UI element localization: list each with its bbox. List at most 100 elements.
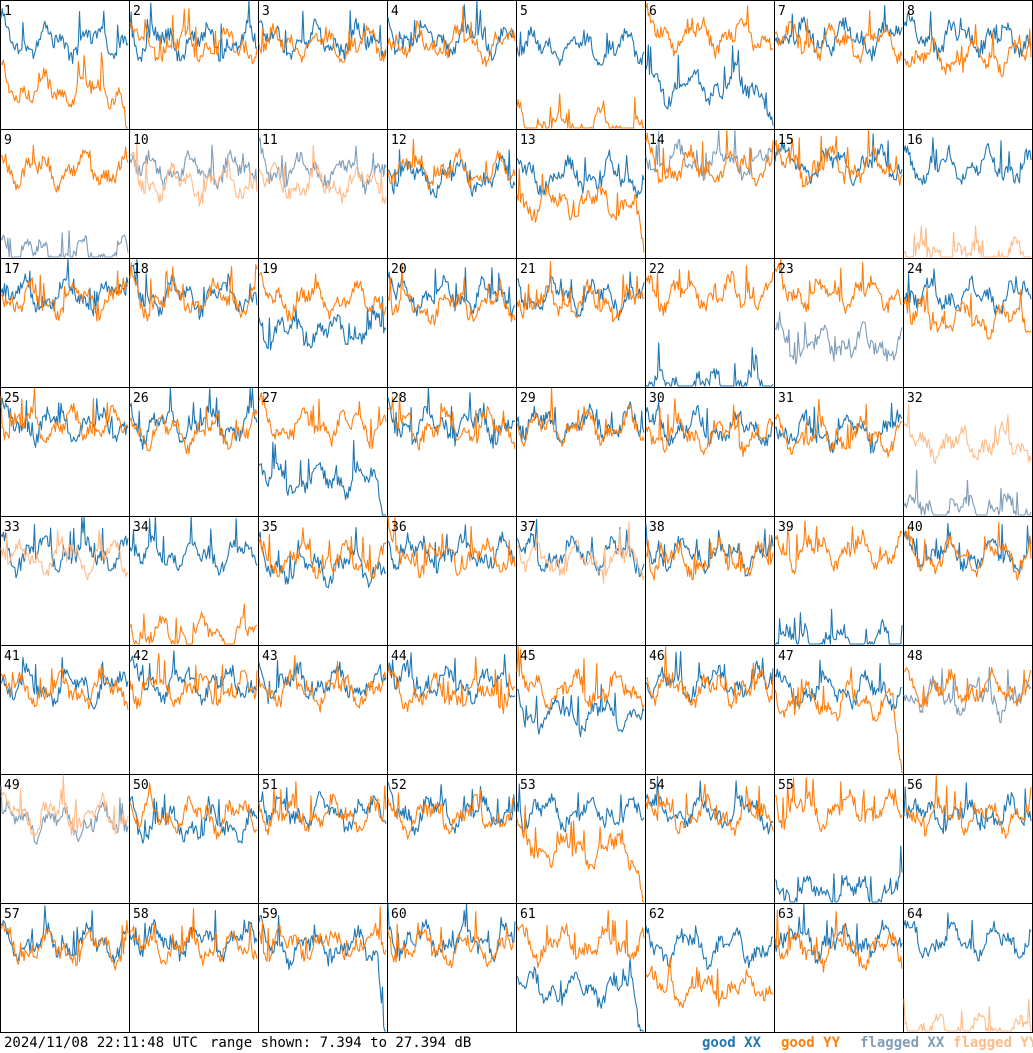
series-xx-line <box>903 469 1032 516</box>
panel-frame <box>387 903 517 1033</box>
panel-frame <box>0 258 130 388</box>
series-xx-line <box>517 684 645 738</box>
panel-50: 50 <box>129 774 259 904</box>
panel-23: 23 <box>774 258 904 388</box>
panel-label: 27 <box>262 391 278 406</box>
series-yy-line <box>903 287 1032 340</box>
panel-label: 56 <box>907 778 923 793</box>
panel-21: 21 <box>516 258 646 388</box>
legend-good-xx: good XX <box>702 1035 762 1051</box>
panel-frame <box>774 774 904 904</box>
panel-label: 16 <box>907 133 923 148</box>
panel-5: 5 <box>516 0 646 130</box>
series-yy-line <box>387 789 516 840</box>
panel-13: 13 <box>516 129 646 259</box>
panel-label: 49 <box>4 778 20 793</box>
panel-label: 29 <box>520 391 536 406</box>
panel-frame <box>0 0 130 130</box>
series-yy-line <box>387 393 516 451</box>
series-yy-line <box>258 271 387 322</box>
series-yy-line <box>0 529 129 581</box>
panel-11: 11 <box>258 129 388 259</box>
panel-24: 24 <box>903 258 1033 388</box>
panel-label: 28 <box>391 391 407 406</box>
series-xx-line <box>645 523 774 577</box>
series-yy-line <box>129 141 258 207</box>
series-xx-line <box>645 775 774 835</box>
panel-label: 17 <box>4 262 20 277</box>
series-xx-line <box>774 4 903 62</box>
series-yy-line <box>645 2 774 59</box>
panel-label: 59 <box>262 907 278 922</box>
series-yy-line <box>774 258 903 315</box>
panel-frame <box>516 0 646 130</box>
panel-label: 8 <box>907 4 915 19</box>
series-yy-line <box>645 957 774 1009</box>
panel-28: 28 <box>387 387 517 517</box>
panel-63: 63 <box>774 903 904 1033</box>
panel-label: 63 <box>778 907 794 922</box>
panel-frame <box>258 0 388 130</box>
panel-frame <box>0 129 130 259</box>
series-xx-line <box>129 144 258 191</box>
panel-61: 61 <box>516 903 646 1033</box>
panel-frame <box>387 645 517 775</box>
series-yy-line <box>129 782 258 840</box>
panel-label: 31 <box>778 391 794 406</box>
panel-label: 1 <box>4 4 12 19</box>
series-xx-line <box>129 793 258 844</box>
series-xx-line <box>387 0 516 61</box>
series-xx-line <box>903 782 1032 835</box>
panel-59: 59 <box>258 903 388 1033</box>
panel-15: 15 <box>774 129 904 259</box>
series-yy-line <box>387 263 516 326</box>
panel-label: 5 <box>520 4 528 19</box>
panel-label: 51 <box>262 778 278 793</box>
series-xx-line <box>258 296 387 351</box>
panel-frame <box>774 0 904 130</box>
panel-label: 44 <box>391 649 407 664</box>
series-yy-line <box>129 652 258 710</box>
series-xx-line <box>903 137 1032 186</box>
series-xx-line <box>774 133 903 187</box>
panel-frame <box>903 903 1033 1033</box>
series-xx-line <box>129 0 258 62</box>
panel-26: 26 <box>129 387 259 517</box>
series-yy-line <box>775 777 903 832</box>
panel-53: 53 <box>516 774 646 904</box>
series-yy-line <box>516 804 645 903</box>
series-yy-line <box>903 404 1032 465</box>
series-xx-line <box>258 659 387 705</box>
series-yy-line <box>516 521 645 584</box>
panel-label: 39 <box>778 520 794 535</box>
panel-4: 4 <box>387 0 517 130</box>
series-yy-line <box>774 129 903 188</box>
panel-frame <box>387 258 517 388</box>
panel-frame <box>645 387 775 517</box>
panel-label: 48 <box>907 649 923 664</box>
series-xx-line <box>0 229 129 258</box>
series-yy-line <box>774 666 903 774</box>
panel-frame <box>516 774 646 904</box>
legend-flagged-yy: flagged YY <box>953 1035 1033 1051</box>
series-yy-line <box>645 646 774 709</box>
panel-frame <box>774 645 904 775</box>
series-xx-line <box>129 910 258 962</box>
series-xx-line <box>387 652 516 705</box>
panel-25: 25 <box>0 387 130 517</box>
series-yy-line <box>258 654 387 713</box>
series-yy-line <box>516 645 645 710</box>
panel-frame <box>774 387 904 517</box>
series-xx-line <box>903 10 1032 60</box>
series-yy-line <box>0 270 129 322</box>
series-yy-line <box>387 138 516 190</box>
panel-label: 11 <box>262 133 278 148</box>
series-xx-line <box>258 527 387 589</box>
panel-49: 49 <box>0 774 130 904</box>
panel-label: 25 <box>4 391 20 406</box>
series-yy-line <box>516 93 645 129</box>
series-yy-line <box>903 998 1032 1032</box>
series-yy-line <box>774 909 903 973</box>
panel-frame <box>258 774 388 904</box>
series-xx-line <box>387 267 516 318</box>
